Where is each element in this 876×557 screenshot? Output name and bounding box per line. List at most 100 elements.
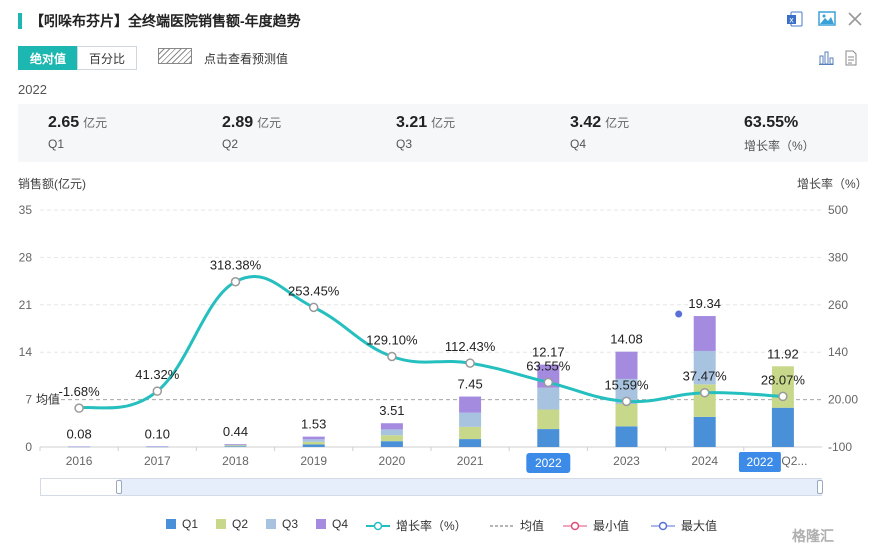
summary-unit: 亿元 [605,116,630,130]
bar-segment-q2 [380,435,403,442]
legend-q1[interactable]: Q1 [166,517,198,531]
growth-rate-line [78,275,783,410]
bar-total-label: 11.92 [767,346,799,361]
y-tick-label: 0 [25,440,32,454]
bar-segment-q4 [224,444,247,445]
bar-segment-q1 [302,444,325,447]
legend-swatch [316,519,326,529]
legend-growth[interactable]: 增长率（%） [366,517,467,534]
growth-point [152,386,163,396]
summary-item-q1: 2.65 亿元 Q1 [48,114,107,151]
bar-segment-q3 [459,412,482,427]
bar-segment-q3 [615,378,638,405]
forecast-hatch-swatch[interactable] [158,48,192,64]
growth-point [543,377,554,388]
legend-q4[interactable]: Q4 [316,517,348,531]
bar-segment-q1 [224,446,247,447]
zoom-slider-right-handle[interactable] [817,480,823,494]
summary-value: 3.42 [570,114,602,131]
zoom-slider-left-handle[interactable] [116,480,122,494]
growth-label: -1.68% [58,384,100,399]
growth-label: 253.45% [288,283,340,298]
legend-q3[interactable]: Q3 [266,517,298,531]
summary-unit: 亿元 [83,116,108,130]
y2-axis-title: 增长率（%） [797,177,868,191]
bar-segment-q2 [224,445,247,447]
max-value-marker [675,310,683,318]
growth-label: 63.55% [526,358,571,373]
bar-total-label: 3.51 [379,403,404,418]
legend-swatch [266,519,276,529]
x-tick-label: 2019 [300,454,327,468]
forecast-toggle-label[interactable]: 点击查看预测值 [204,52,289,66]
bar-segment-q2 [615,404,638,427]
image-icon[interactable] [818,10,836,33]
watermark-logo: 格隆汇 [792,528,834,544]
bar-segment-q4 [146,446,169,447]
bar-segment-q4 [68,446,91,448]
y2-tick-label: 500 [828,203,848,217]
legend-swatch [216,519,226,529]
close-icon[interactable] [847,11,863,32]
summary-item-q4: 3.42 亿元 Q4 [570,114,629,151]
zoom-slider-range[interactable] [119,479,822,495]
bar-segment-q4 [302,436,325,440]
y-tick-label: 21 [19,298,33,312]
selected-period-label: 2022 [747,455,774,469]
x-tick-label: 2018 [222,454,249,468]
summary-label: Q4 [570,137,587,151]
summary-label: Q3 [396,137,413,151]
y-axis-title: 销售额(亿元) [18,177,86,191]
growth-label: 28.07% [761,372,806,387]
bar-segment-q4 [693,316,716,351]
growth-label: 15.59% [604,377,649,392]
legend-label: 均值 [520,519,545,533]
summary-panel: 2.65 亿元 Q1 2.89 亿元 Q2 3.21 亿元 Q3 3.42 亿元 Q4 … [18,104,868,162]
summary-value: 2.65 [48,114,80,131]
y2-tick-label: 20.00 [828,393,858,407]
legend-label: 最大值 [681,519,718,533]
bar-segment-q1 [380,441,403,447]
growth-point [387,351,397,362]
growth-label: 129.10% [366,333,418,348]
bar-segment-q4 [615,351,638,379]
summary-value: 63.55% [744,114,799,131]
bar-segment-q1 [459,439,482,447]
y2-tick-label: 380 [828,250,848,264]
bar-chart-icon[interactable] [818,50,834,71]
tab-percentage[interactable]: 百分比 [77,46,137,70]
excel-export-icon[interactable]: x [786,10,804,33]
summary-value: 3.21 [396,114,428,131]
bar-segment-q1 [771,407,794,447]
growth-point [308,302,319,313]
bar-total-label: 0.08 [66,426,91,441]
bar-total-label: 12.17 [532,345,565,360]
x-tick-label: 2016 [66,454,93,468]
x-tick-label: 2022 [535,456,562,470]
bar-segment-q1 [693,416,716,447]
summary-unit: 亿元 [431,116,456,130]
bar-segment-q2 [459,426,482,440]
document-icon[interactable] [844,50,858,71]
legend-label: Q2 [232,517,249,531]
x-tick-label: 2020 [379,454,406,468]
selected-year: 2022 [18,82,47,97]
legend-q2[interactable]: Q2 [216,517,248,531]
tab-absolute-value[interactable]: 绝对值 [18,46,78,70]
selected-period-badge [738,452,781,472]
legend-max[interactable]: 最大值 [651,517,717,534]
bar-total-label: 14.08 [610,332,643,347]
highlight-year-badge [526,453,571,473]
growth-point [465,358,475,368]
legend-label: 增长率（%） [396,519,467,533]
growth-point [699,387,710,398]
legend-label: Q4 [332,517,349,531]
legend-mean[interactable]: 均值 [490,517,544,534]
y2-tick-label: 260 [828,298,848,312]
bar-total-label: 19.34 [688,296,721,311]
growth-label: 37.47% [683,369,728,384]
bar-segment-q3 [302,439,325,442]
legend-min[interactable]: 最小值 [563,517,629,534]
summary-label: 增长率（%） [744,139,815,153]
summary-unit: 亿元 [257,116,282,130]
